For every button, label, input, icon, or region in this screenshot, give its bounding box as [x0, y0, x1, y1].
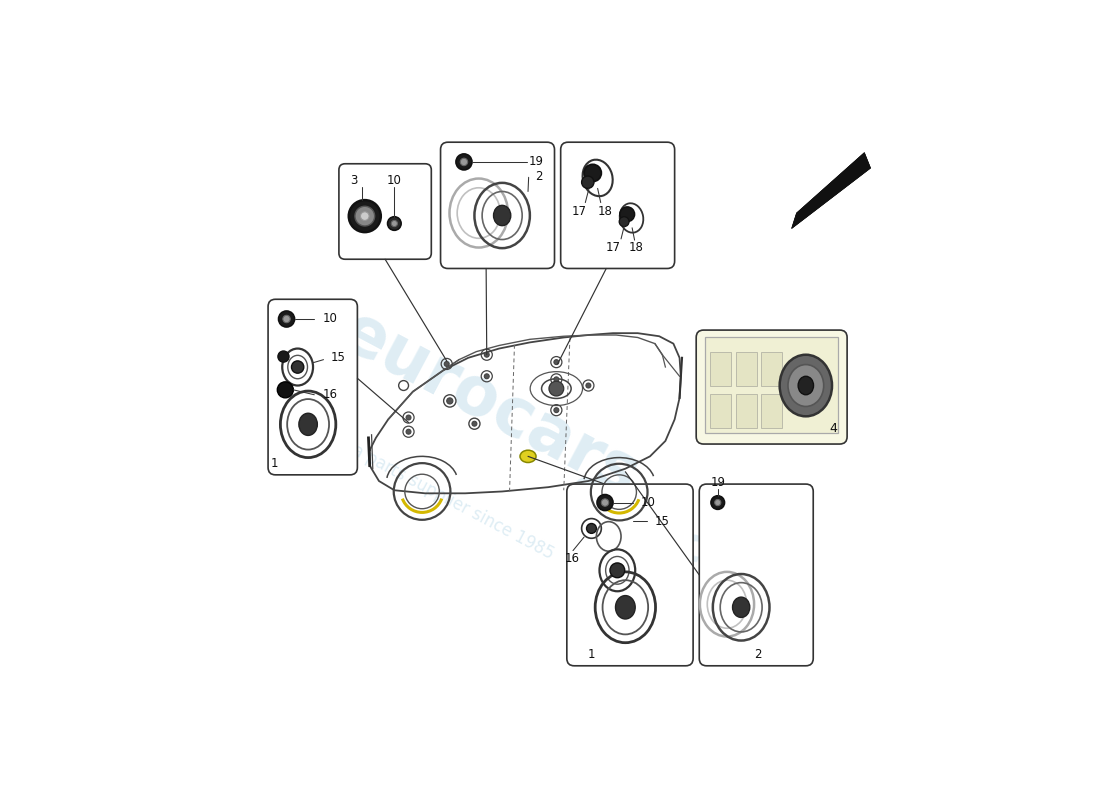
Bar — [705, 338, 838, 433]
Bar — [761, 394, 782, 428]
Text: 18: 18 — [628, 241, 643, 254]
Text: eurocars: eurocars — [329, 298, 650, 510]
Circle shape — [484, 374, 490, 378]
Circle shape — [455, 154, 472, 170]
Circle shape — [586, 523, 596, 534]
FancyBboxPatch shape — [696, 330, 847, 444]
Ellipse shape — [299, 414, 317, 435]
Text: 10: 10 — [640, 496, 656, 509]
Circle shape — [609, 563, 625, 578]
Bar — [736, 394, 757, 428]
Circle shape — [283, 315, 290, 322]
Circle shape — [361, 212, 370, 221]
Ellipse shape — [788, 365, 824, 406]
Text: 1985: 1985 — [696, 556, 801, 634]
Bar — [736, 352, 757, 386]
Circle shape — [472, 422, 477, 426]
FancyBboxPatch shape — [339, 164, 431, 259]
Text: 1: 1 — [587, 648, 595, 662]
Text: 17: 17 — [606, 241, 621, 254]
FancyBboxPatch shape — [440, 142, 554, 269]
Circle shape — [619, 207, 635, 222]
Text: eurocars: eurocars — [561, 465, 788, 614]
Text: 17: 17 — [572, 205, 586, 218]
Circle shape — [602, 499, 608, 506]
Circle shape — [406, 415, 411, 420]
Text: 1: 1 — [271, 458, 278, 470]
Circle shape — [711, 496, 725, 510]
Ellipse shape — [799, 376, 814, 394]
Bar — [710, 394, 730, 428]
Circle shape — [444, 362, 449, 366]
FancyBboxPatch shape — [561, 142, 674, 269]
Circle shape — [447, 398, 453, 404]
Text: 18: 18 — [597, 205, 613, 218]
Circle shape — [549, 382, 563, 396]
Circle shape — [392, 221, 397, 226]
Text: 3: 3 — [351, 174, 358, 187]
Circle shape — [715, 499, 720, 506]
Circle shape — [277, 382, 294, 398]
Polygon shape — [788, 153, 875, 237]
Text: 16: 16 — [564, 551, 580, 565]
Circle shape — [278, 311, 295, 327]
Circle shape — [554, 408, 559, 413]
Ellipse shape — [520, 450, 536, 462]
Bar — [761, 352, 782, 386]
Circle shape — [584, 164, 602, 182]
Circle shape — [460, 158, 467, 166]
FancyBboxPatch shape — [700, 484, 813, 666]
Text: 16: 16 — [322, 388, 338, 402]
Circle shape — [619, 217, 629, 226]
Text: 2: 2 — [754, 648, 761, 662]
Circle shape — [484, 352, 490, 357]
Ellipse shape — [780, 354, 832, 416]
Text: 2: 2 — [536, 170, 543, 182]
Text: 10: 10 — [322, 313, 338, 326]
Circle shape — [582, 176, 594, 189]
Circle shape — [586, 383, 591, 388]
Circle shape — [355, 206, 375, 226]
Circle shape — [597, 494, 613, 510]
Text: 19: 19 — [711, 476, 725, 490]
Text: 15: 15 — [654, 514, 669, 527]
Circle shape — [349, 200, 381, 232]
FancyBboxPatch shape — [268, 299, 358, 475]
Circle shape — [554, 360, 559, 365]
Text: 10: 10 — [387, 174, 402, 187]
Circle shape — [387, 217, 402, 230]
Circle shape — [278, 351, 289, 362]
Polygon shape — [792, 153, 870, 229]
Text: 15: 15 — [331, 351, 345, 364]
FancyBboxPatch shape — [566, 484, 693, 666]
Ellipse shape — [494, 206, 510, 226]
Circle shape — [292, 361, 304, 373]
Text: 19: 19 — [528, 155, 543, 169]
Text: 4: 4 — [829, 422, 837, 435]
Circle shape — [406, 430, 411, 434]
Bar — [710, 352, 730, 386]
Circle shape — [554, 377, 559, 382]
Text: a parts supplier since 1985: a parts supplier since 1985 — [349, 442, 557, 563]
Ellipse shape — [733, 597, 750, 618]
Ellipse shape — [616, 595, 635, 619]
Polygon shape — [792, 153, 870, 229]
